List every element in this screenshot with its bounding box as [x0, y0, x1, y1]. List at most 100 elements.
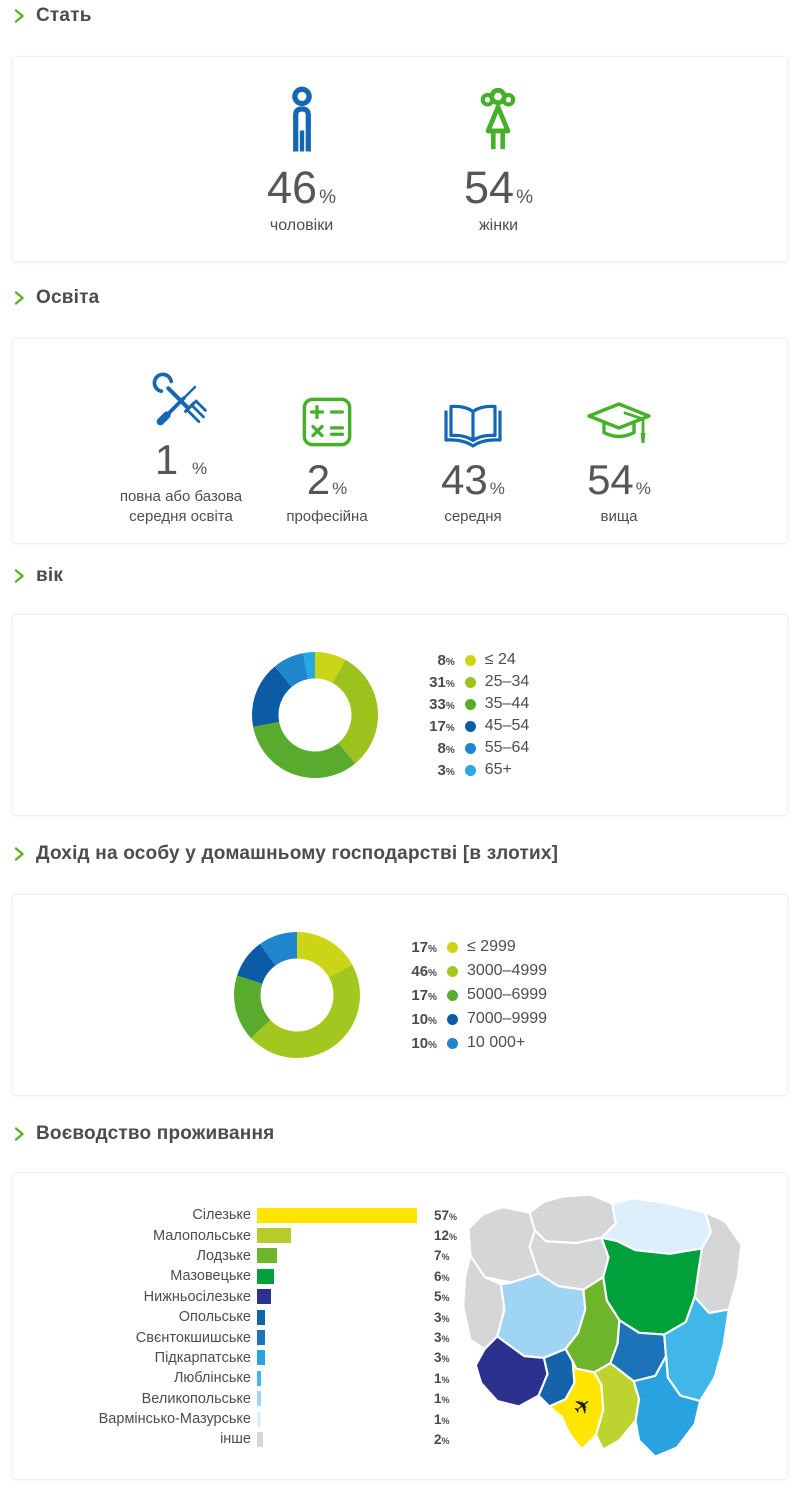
donut-segment: [274, 653, 308, 687]
chevron-right-icon: [14, 568, 25, 584]
donut-segment: [251, 964, 360, 1058]
percent-sign: %: [319, 187, 336, 208]
poland-map: ✈: [429, 1191, 781, 1471]
map-region: [593, 1362, 641, 1451]
bar: [257, 1431, 263, 1447]
percent-sign: %: [449, 1232, 458, 1243]
bar-row: Опольське 3%: [13, 1307, 787, 1327]
legend-row: 10% 10 000+: [403, 1031, 547, 1055]
bar-value: 57%: [434, 1207, 458, 1223]
percent-sign: %: [441, 1272, 450, 1283]
legend-label: 55–64: [484, 739, 530, 756]
percent-sign: %: [332, 478, 348, 498]
bar-track: [257, 1248, 425, 1264]
bar-value: 1%: [434, 1370, 450, 1386]
graduation-cap-icon: [585, 385, 653, 451]
gender-stats: 46% чоловіки 54% жінки: [13, 57, 787, 237]
legend-label: 3000–4999: [466, 962, 548, 979]
bar-row: Люблінське 1%: [13, 1368, 787, 1388]
age-card: 8% ≤ 24 31% 25–34 33% 35–44 17% 45–54 8% 55–64 3% 6…: [12, 614, 788, 816]
legend-row: 17% ≤ 2999: [403, 935, 547, 959]
voivodeship-bar-chart: Сілезьке 57% Малопольське 12% Лодзьке 7% Мазов…: [13, 1173, 787, 1450]
voivodeship-card: Сілезьке 57% Малопольське 12% Лодзьке 7% Мазов…: [12, 1172, 788, 1480]
section-title: Воєводство проживання: [36, 1123, 275, 1144]
legend-value: 10%: [411, 1034, 437, 1052]
legend-dot-icon: [446, 965, 458, 977]
bar: [257, 1309, 266, 1325]
bar-track: [257, 1391, 425, 1407]
gender-value: 46%: [267, 162, 336, 213]
donut-segment: [302, 652, 315, 680]
legend-row: 10% 7000–9999: [403, 1007, 547, 1031]
gender-item-male: 46% чоловіки: [267, 81, 336, 237]
donut-segment: [314, 652, 346, 684]
section-title: Дохід на особу у домашньому господарстві…: [36, 843, 559, 864]
bar-row: Мазовецьке 6%: [13, 1266, 787, 1286]
bar: [257, 1207, 417, 1223]
bar-row: Підкарпатське 3%: [13, 1348, 787, 1368]
bar: [257, 1289, 272, 1305]
percent-sign: %: [441, 1252, 450, 1263]
education-value: 2%: [306, 455, 348, 503]
poland-map-svg: ✈: [462, 1193, 743, 1458]
chevron-right-icon: [14, 846, 25, 862]
bar-value: 6%: [434, 1268, 450, 1284]
bar: [257, 1411, 261, 1427]
bar-row: Малопольське 12%: [13, 1225, 787, 1245]
education-value: 43%: [441, 455, 505, 503]
legend-label: 45–54: [484, 717, 530, 734]
percent-sign: %: [428, 967, 437, 979]
legend-value: 17%: [411, 938, 437, 956]
education-stats: 1 % повна або базова середня освіта 2% п…: [13, 339, 787, 526]
bar-label: Сілезьке: [192, 1207, 251, 1224]
legend-value: 46%: [411, 962, 437, 980]
chevron-right-icon: [14, 8, 25, 24]
bar-track: [257, 1228, 425, 1244]
legend-dot-icon: [446, 1013, 458, 1025]
percent-sign: %: [445, 656, 455, 668]
legend-dot-icon: [446, 941, 458, 953]
chevron-right-icon: [14, 1126, 25, 1142]
legend-value: 8%: [437, 739, 455, 757]
legend-value: 17%: [429, 717, 455, 735]
percent-sign: %: [441, 1395, 450, 1406]
section-header-age: вік: [14, 564, 800, 588]
bar-label: Лодзьке: [196, 1247, 252, 1264]
bar-label: Люблінське: [173, 1370, 251, 1387]
percent-sign: %: [441, 1415, 450, 1426]
section-title: Освіта: [36, 287, 100, 308]
bar: [257, 1330, 266, 1346]
donut-segment: [233, 975, 271, 1039]
bar-track: [257, 1411, 425, 1427]
legend-row: 3% 65+: [421, 759, 530, 781]
gender-value: 54%: [464, 162, 533, 213]
section-header-education: Освіта: [14, 286, 800, 310]
legend-dot-icon: [464, 676, 476, 688]
bar-value: 2%: [434, 1431, 450, 1447]
bar-row: Лодзьке 7%: [13, 1246, 787, 1266]
bar-row: інше 2%: [13, 1429, 787, 1449]
bar-label: Свєнтокшишське: [135, 1329, 251, 1346]
percent-sign: %: [445, 722, 455, 734]
bar-value: 3%: [434, 1350, 450, 1366]
education-label: вища: [600, 507, 638, 525]
bar: [257, 1350, 266, 1366]
bar-value: 1%: [434, 1411, 450, 1427]
section-title: вік: [36, 565, 64, 586]
gender-label: жінки: [478, 217, 518, 234]
age-legend: 8% ≤ 24 31% 25–34 33% 35–44 17% 45–54 8% 55–64 3% 6…: [421, 649, 530, 781]
legend-label: 7000–9999: [466, 1010, 548, 1027]
legend-label: ≤ 24: [484, 651, 516, 668]
book-icon: [441, 385, 505, 451]
legend-row: 31% 25–34: [421, 671, 529, 693]
bar: [257, 1228, 291, 1244]
percent-sign: %: [441, 1374, 450, 1385]
bar-track: [257, 1431, 425, 1447]
percent-sign: %: [441, 1334, 450, 1345]
bar: [257, 1268, 274, 1284]
legend-dot-icon: [464, 764, 476, 776]
legend-value: 3%: [437, 761, 455, 779]
percent-sign: %: [428, 943, 437, 955]
legend-label: 5000–6999: [466, 986, 548, 1003]
